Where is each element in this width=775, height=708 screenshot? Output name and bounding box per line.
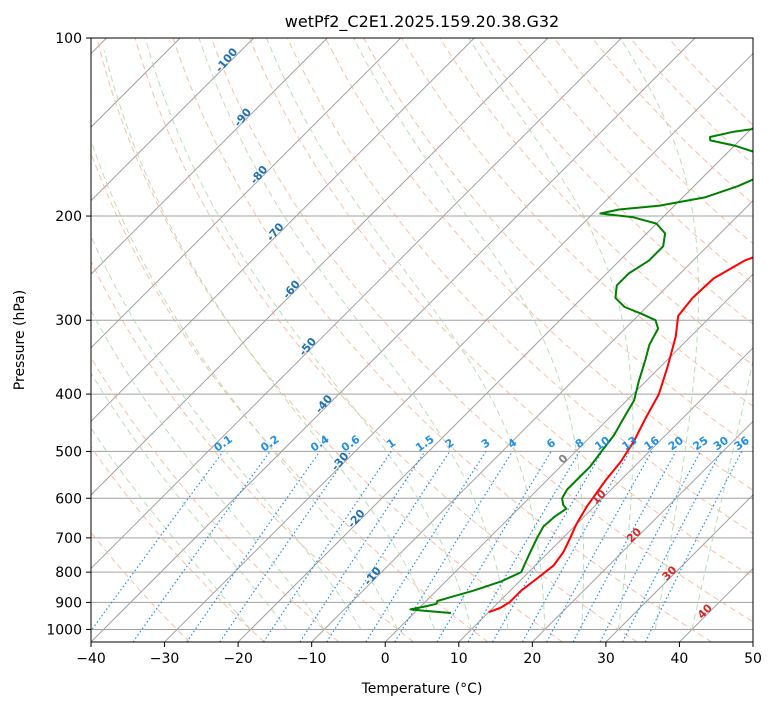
- y-tick-label: 1000: [46, 622, 82, 638]
- moist-adiabat-line: [91, 372, 288, 630]
- isotherm-line: [384, 273, 753, 642]
- isotherm-line: [164, 52, 753, 642]
- x-tick-label: 0: [381, 651, 390, 667]
- mixing-ratio-line: [132, 451, 271, 642]
- dry-adiabat-line: [325, 38, 753, 491]
- y-tick-label: 100: [55, 31, 82, 47]
- dry-adiabat-line: [172, 38, 713, 642]
- moist-adiabat-line: [103, 50, 435, 630]
- isotherm-line: [605, 494, 753, 642]
- chart-title: wetPf2_C2E1.2025.159.20.38.G32: [285, 12, 559, 32]
- moist-adiabat-line: [619, 38, 699, 630]
- dry-adiabat-line: [91, 260, 414, 642]
- x-axis-title: Temperature (°C): [361, 681, 483, 697]
- mixing-ratio-line: [521, 451, 631, 642]
- x-tick-label: −40: [76, 651, 106, 667]
- dry-adiabat-line: [96, 38, 563, 642]
- isotherm-line: [91, 38, 402, 349]
- moist-adiabat-line: [91, 138, 399, 630]
- mixing-ratio-line: [394, 451, 513, 642]
- x-tick-label: 40: [671, 651, 689, 667]
- data-lines: [409, 127, 753, 614]
- moist-adiabat-line: [691, 358, 753, 630]
- dry-adiabat-line: [91, 445, 265, 642]
- mixing-ratio-line: [572, 451, 677, 642]
- moist-adiabat-line: [91, 309, 325, 630]
- mixing-ratio-line: [263, 451, 392, 642]
- isotherm-line: [458, 347, 753, 642]
- y-tick-label: 700: [55, 531, 82, 547]
- y-tick-label: 600: [55, 491, 82, 507]
- mixing-ratio-line: [546, 451, 653, 642]
- y-tick-label: 800: [55, 565, 82, 581]
- x-tick-label: 50: [744, 651, 762, 667]
- x-axis: −40 −30 −20 −10 0 10 20 30 40 50: [76, 642, 762, 667]
- isotherm-line: [91, 38, 328, 275]
- dry-adiabat-line: [286, 38, 753, 535]
- moist-adiabat-line: [266, 38, 546, 630]
- y-tick-label: 300: [55, 313, 82, 329]
- isotherm-line: [91, 38, 255, 202]
- x-tick-label: −30: [150, 651, 180, 667]
- isotherm-line: [91, 38, 549, 496]
- dry-adiabat-line: [210, 38, 753, 623]
- mixing-ratio-line: [299, 451, 426, 642]
- dry-adiabat-line: [134, 38, 638, 642]
- isotherm-line: [91, 38, 475, 423]
- dry-adiabat-line: [248, 38, 753, 578]
- isotherm-line: [237, 126, 753, 642]
- dry-adiabat-line: [515, 38, 753, 285]
- y-tick-label: 400: [55, 387, 82, 403]
- mixing-ratio-line: [186, 451, 321, 642]
- plot-frame: [90, 37, 754, 643]
- background-lines: [91, 38, 753, 642]
- temperature-line: [488, 256, 753, 614]
- mixing-ratio-line: [326, 451, 451, 642]
- x-tick-label: 20: [523, 651, 541, 667]
- x-tick-label: −20: [223, 651, 253, 667]
- x-tick-label: 30: [597, 651, 615, 667]
- y-tick-label: 900: [55, 595, 82, 611]
- x-tick-label: −10: [297, 651, 327, 667]
- y-axis-title: Pressure (hPa): [12, 290, 28, 390]
- x-tick-label: 10: [450, 651, 468, 667]
- moist-adiabat-line: [91, 235, 362, 630]
- moist-adiabat-line: [144, 38, 472, 630]
- isotherm-line: [91, 38, 622, 570]
- isotherm-line: [91, 38, 696, 642]
- dewpoint-line: [409, 127, 753, 614]
- y-tick-label: 500: [55, 444, 82, 460]
- y-tick-label: 200: [55, 209, 82, 225]
- mixing-ratio-line: [644, 451, 743, 642]
- dry-adiabat-line: [91, 356, 340, 642]
- moist-adiabat-line: [198, 38, 509, 630]
- moist-adiabat-line: [468, 38, 634, 630]
- mixing-ratio-line: [91, 451, 224, 632]
- y-axis: 100 200 300 400 500 600 700 800 900 1000: [46, 31, 91, 638]
- mixing-ratio-line: [219, 451, 352, 642]
- isotherm-line: [531, 420, 753, 642]
